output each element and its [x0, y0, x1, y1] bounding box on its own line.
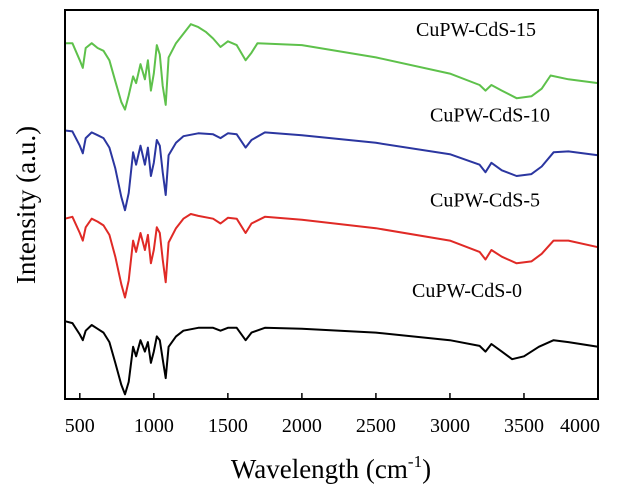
- x-tick-label: 1000: [134, 415, 174, 437]
- x-axis-title-close: ): [422, 454, 431, 484]
- plot-frame: [64, 9, 599, 400]
- y-axis-title: Intensity (a.u.): [11, 126, 41, 284]
- x-tick-label: 2000: [282, 415, 322, 437]
- x-tick-label: 3000: [430, 415, 470, 437]
- x-tick-label: 4000: [560, 415, 600, 437]
- series-line-cupw-cds-0: [64, 320, 599, 396]
- x-tick-label: 3500: [504, 415, 544, 437]
- x-axis-ticks: 500 1000 1500 2000 2500 3000 3500 4000: [65, 393, 600, 437]
- series-line-cupw-cds-10: [64, 129, 599, 212]
- series-labels: CuPW-CdS-0 CuPW-CdS-5 CuPW-CdS-10 CuPW-CdS-…: [412, 19, 550, 302]
- x-axis-title-main: Wavelength (cm: [231, 454, 408, 484]
- series-line-cupw-cds-5: [64, 213, 599, 299]
- series-traces: [64, 23, 599, 396]
- series-label-cupw-cds-10: CuPW-CdS-10: [430, 104, 550, 126]
- series-line-cupw-cds-15: [65, 23, 599, 111]
- x-tick-label: 1500: [208, 415, 248, 437]
- x-tick-label: 2500: [356, 415, 396, 437]
- series-label-cupw-cds-15: CuPW-CdS-15: [416, 19, 536, 41]
- series-label-cupw-cds-0: CuPW-CdS-0: [412, 280, 522, 302]
- x-axis-title-superscript: -1: [408, 452, 422, 471]
- x-tick-label: 500: [65, 415, 95, 437]
- series-label-cupw-cds-5: CuPW-CdS-5: [430, 190, 540, 212]
- x-axis-title: Wavelength (cm-1): [231, 452, 431, 484]
